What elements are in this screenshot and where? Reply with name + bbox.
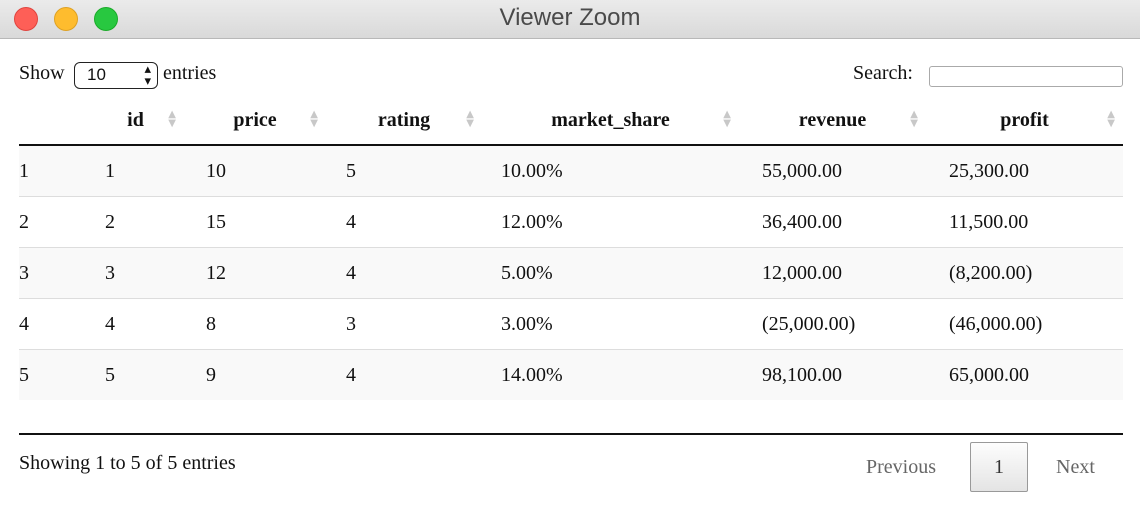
close-window-button[interactable] [14,7,38,31]
header-label: rating [377,108,431,131]
sort-icon: ▲ ▼ [1107,109,1115,129]
table-cell: 1 [87,145,184,197]
header-label: market_share [551,108,670,131]
table-cell: 25,300.00 [926,145,1123,197]
table-cell: (25,000.00) [739,298,926,350]
header-label: profit [1000,108,1049,131]
header-market-share[interactable]: market_share ▲ ▼ [482,96,739,146]
data-table: id ▲ ▼ price ▲ ▼ rating ▲ ▼ market_share ▲ ▼ revenue… [19,96,1123,400]
table-row[interactable]: 4 4 8 3 3.00% (25,000.00) (46,000.00) [19,298,1123,350]
page-length-value: 10 [87,65,106,84]
table-cell: 98,100.00 [739,349,926,400]
table-cell: 2 [19,196,87,248]
table-row[interactable]: 1 1 10 5 10.00% 55,000.00 25,300.00 [19,145,1123,197]
header-rownum [19,96,87,146]
window-title: Viewer Zoom [499,4,641,31]
sort-icon: ▲ ▼ [168,109,176,129]
minimize-window-button[interactable] [54,7,78,31]
table-cell: 8 [184,298,326,350]
window-titlebar: Viewer Zoom [0,0,1140,39]
table-cell: 3 [19,247,87,299]
sort-icon: ▲ ▼ [310,109,318,129]
table-cell: 2 [87,196,184,248]
header-label: revenue [798,108,867,131]
table-cell: 15 [184,196,326,248]
sort-icon: ▲ ▼ [723,109,731,129]
header-row: id ▲ ▼ price ▲ ▼ rating ▲ ▼ market_share ▲ ▼ revenue… [19,96,1123,146]
table-cell: 55,000.00 [739,145,926,197]
select-updown-icon: ▴ ▾ [144,61,151,88]
table-cell: 11,500.00 [926,196,1123,248]
table-cell: 5 [87,349,184,400]
entries-label: entries [163,62,217,84]
table-cell: 4 [19,298,87,350]
table-cell: 4 [326,196,482,248]
table-row[interactable]: 5 5 9 4 14.00% 98,100.00 65,000.00 [19,349,1123,400]
table-cell: 4 [87,298,184,350]
show-label: Show [19,62,65,84]
table-header: id ▲ ▼ price ▲ ▼ rating ▲ ▼ market_share ▲ ▼ revenue… [19,96,1123,146]
table-cell: 5 [19,349,87,400]
header-rating[interactable]: rating ▲ ▼ [326,96,482,146]
header-profit[interactable]: profit ▲ ▼ [926,96,1123,146]
table-cell: 3 [326,298,482,350]
zoom-window-button[interactable] [94,7,118,31]
table-cell: 12 [184,247,326,299]
table-cell: 4 [326,349,482,400]
table-info: Showing 1 to 5 of 5 entries [19,452,236,474]
table-cell: 3 [87,247,184,299]
table-cell: 10 [184,145,326,197]
table-cell: 65,000.00 [926,349,1123,400]
table-cell: 14.00% [482,349,739,400]
table-bottom-rule [19,433,1123,435]
page-length-label: Show entries [19,62,216,85]
table-cell: 5 [326,145,482,197]
table-cell: 10.00% [482,145,739,197]
sort-icon: ▲ ▼ [466,109,474,129]
search-label: Search: [853,62,913,84]
table-cell: (8,200.00) [926,247,1123,299]
header-revenue[interactable]: revenue ▲ ▼ [739,96,926,146]
table-cell: 12.00% [482,196,739,248]
search-input[interactable] [929,66,1123,87]
sort-icon: ▲ ▼ [910,109,918,129]
table-body: 1 1 10 5 10.00% 55,000.00 25,300.00 2 2 15 4 12.00%… [19,145,1123,400]
page-button-current[interactable]: 1 [970,442,1028,492]
header-price[interactable]: price ▲ ▼ [184,96,326,146]
table-cell: 1 [19,145,87,197]
table-cell: 36,400.00 [739,196,926,248]
header-id[interactable]: id ▲ ▼ [87,96,184,146]
header-label: price [233,108,277,131]
table-cell: 5.00% [482,247,739,299]
table-cell: 12,000.00 [739,247,926,299]
header-label: id [127,108,144,131]
table-row[interactable]: 2 2 15 4 12.00% 36,400.00 11,500.00 [19,196,1123,248]
page-length-select[interactable]: 10 ▴ ▾ [74,62,158,89]
table-cell: 3.00% [482,298,739,350]
table-cell: 9 [184,349,326,400]
table-row[interactable]: 3 3 12 4 5.00% 12,000.00 (8,200.00) [19,247,1123,299]
table-cell: 4 [326,247,482,299]
table-cell: (46,000.00) [926,298,1123,350]
next-page-button[interactable]: Next [1056,456,1095,478]
previous-page-button[interactable]: Previous [866,456,936,478]
